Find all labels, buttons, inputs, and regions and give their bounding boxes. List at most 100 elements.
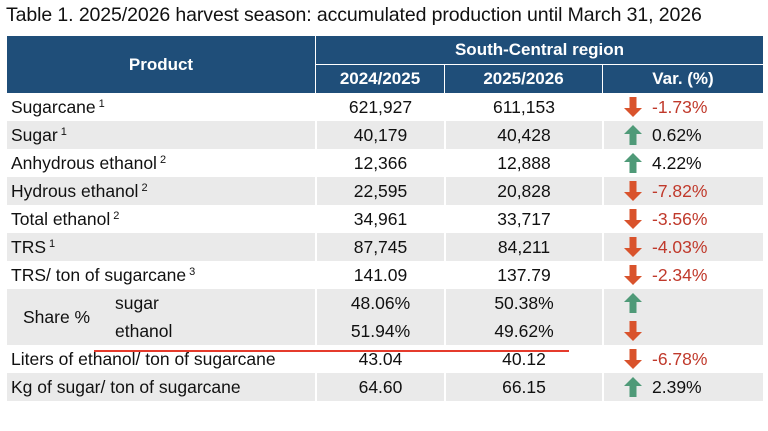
table-row: Liters of ethanol/ ton of sugarcane 43.04… <box>7 345 763 373</box>
variation-cell: -2.34% <box>602 261 763 289</box>
variation-cell: -4.03% <box>602 233 763 261</box>
variation-cell: -1.73% <box>602 93 763 121</box>
table-row: Total ethanol 2 34,961 33,717 -3.56% <box>7 205 763 233</box>
arrow-down-icon <box>624 348 642 369</box>
header-col-2024-2025: 2024/2025 <box>315 65 444 93</box>
table-row: Kg of sugar/ ton of sugarcane 64.60 66.15 2… <box>7 373 763 401</box>
share-item-label: sugar <box>115 292 159 313</box>
arrow-down-icon <box>624 320 642 341</box>
table-row: Anhydrous ethanol 2 12,366 12,888 4.22% <box>7 149 763 177</box>
value-2024-2025: 621,927 <box>315 93 444 121</box>
variation-cell <box>602 289 763 317</box>
variation-value: 0.62% <box>652 124 702 145</box>
arrow-up-icon <box>624 124 642 145</box>
variation-value: -1.73% <box>652 96 708 117</box>
row-label-text: TRS/ ton of sugarcane <box>11 264 187 285</box>
header-col-variation: Var. (%) <box>602 65 763 93</box>
row-label: Anhydrous ethanol 2 <box>7 149 315 177</box>
value-2024-2025: 22,595 <box>315 177 444 205</box>
row-label: Liters of ethanol/ ton of sugarcane <box>7 345 315 373</box>
table-row: Hydrous ethanol 2 22,595 20,828 -7.82% <box>7 177 763 205</box>
row-label: ethanol <box>7 317 315 345</box>
variation-cell: -6.78% <box>602 345 763 373</box>
footnote-marker: 2 <box>141 181 148 194</box>
row-label: TRS 1 <box>7 233 315 261</box>
row-label-text: Kg of sugar/ ton of sugarcane <box>11 376 241 397</box>
footnote-marker: 2 <box>159 153 167 166</box>
value-2025-2026: 50.38% <box>444 289 602 317</box>
share-item-label: ethanol <box>115 320 173 341</box>
variation-cell: 2.39% <box>602 373 763 401</box>
highlight-underline <box>94 350 569 352</box>
value-2025-2026: 49.62% <box>444 317 602 345</box>
row-label: Total ethanol 2 <box>7 205 315 233</box>
value-2024-2025: 64.60 <box>315 373 444 401</box>
value-2024-2025: 34,961 <box>315 205 444 233</box>
row-label-text: Sugarcane <box>11 96 96 117</box>
variation-value: 4.22% <box>652 152 702 173</box>
variation-value: -7.82% <box>652 180 708 201</box>
row-label-text: Anhydrous ethanol <box>11 152 157 173</box>
share-label: Share % <box>23 306 91 327</box>
row-label: Share % sugar <box>7 289 315 327</box>
footnote-marker: 2 <box>113 209 120 222</box>
variation-value: 2.39% <box>652 376 702 397</box>
arrow-down-icon <box>624 208 642 229</box>
header-product: Product <box>7 36 315 93</box>
table-row-share: ethanol 51.94% 49.62% <box>7 317 763 345</box>
arrow-up-icon <box>624 152 642 173</box>
footnote-marker: 1 <box>98 97 105 110</box>
value-2024-2025: 141.09 <box>315 261 444 289</box>
variation-cell <box>602 317 763 345</box>
value-2025-2026: 40.12 <box>444 345 602 373</box>
row-label: Kg of sugar/ ton of sugarcane <box>7 373 315 401</box>
row-label-text: Liters of ethanol/ ton of sugarcane <box>11 348 276 369</box>
table-caption: Table 1. 2025/2026 harvest season: accum… <box>6 4 702 26</box>
value-2025-2026: 20,828 <box>444 177 602 205</box>
arrow-up-icon <box>624 292 642 313</box>
row-label: TRS/ ton of sugarcane 3 <box>7 261 315 289</box>
variation-cell: 0.62% <box>602 121 763 149</box>
row-label: Sugar 1 <box>7 121 315 149</box>
variation-cell: -7.82% <box>602 177 763 205</box>
footnote-marker: 3 <box>189 265 196 278</box>
arrow-down-icon <box>624 236 642 257</box>
table-row: Sugarcane 1 621,927 611,153 -1.73% <box>7 93 763 121</box>
value-2025-2026: 611,153 <box>444 93 602 121</box>
table-row-share: Share % sugar 48.06% 50.38% <box>7 289 763 327</box>
footnote-marker: 1 <box>60 125 67 138</box>
value-2025-2026: 66.15 <box>444 373 602 401</box>
value-2024-2025: 87,745 <box>315 233 444 261</box>
header-col-2025-2026: 2025/2026 <box>444 65 602 93</box>
variation-value: -6.78% <box>652 348 708 369</box>
row-label-text: Total ethanol <box>11 208 111 229</box>
production-table: Product South-Central region 2024/2025 2… <box>7 36 763 401</box>
table-body: Sugarcane 1 621,927 611,153 -1.73% Sugar 1 40,1… <box>7 93 763 401</box>
value-2025-2026: 33,717 <box>444 205 602 233</box>
row-label-text: TRS <box>11 236 46 257</box>
footnote-marker: 1 <box>49 237 56 250</box>
variation-value: -2.34% <box>652 264 708 285</box>
variation-cell: 4.22% <box>602 149 763 177</box>
value-2024-2025: 40,179 <box>315 121 444 149</box>
table-row: Sugar 1 40,179 40,428 0.62% <box>7 121 763 149</box>
table-row: TRS/ ton of sugarcane 3 141.09 137.79 -2.34% <box>7 261 763 289</box>
row-label: Hydrous ethanol 2 <box>7 177 315 205</box>
value-2024-2025: 43.04 <box>315 345 444 373</box>
value-2025-2026: 84,211 <box>444 233 602 261</box>
arrow-down-icon <box>624 96 642 117</box>
value-2024-2025: 12,366 <box>315 149 444 177</box>
variation-cell: -3.56% <box>602 205 763 233</box>
row-label-text: Hydrous ethanol <box>11 180 139 201</box>
header-region: South-Central region <box>315 36 763 65</box>
value-2025-2026: 12,888 <box>444 149 602 177</box>
table-row: TRS 1 87,745 84,211 -4.03% <box>7 233 763 261</box>
value-2025-2026: 40,428 <box>444 121 602 149</box>
variation-value: -4.03% <box>652 236 708 257</box>
arrow-down-icon <box>624 264 642 285</box>
value-2024-2025: 51.94% <box>315 317 444 345</box>
value-2025-2026: 137.79 <box>444 261 602 289</box>
arrow-up-icon <box>624 376 642 397</box>
arrow-down-icon <box>624 180 642 201</box>
value-2024-2025: 48.06% <box>315 289 444 317</box>
